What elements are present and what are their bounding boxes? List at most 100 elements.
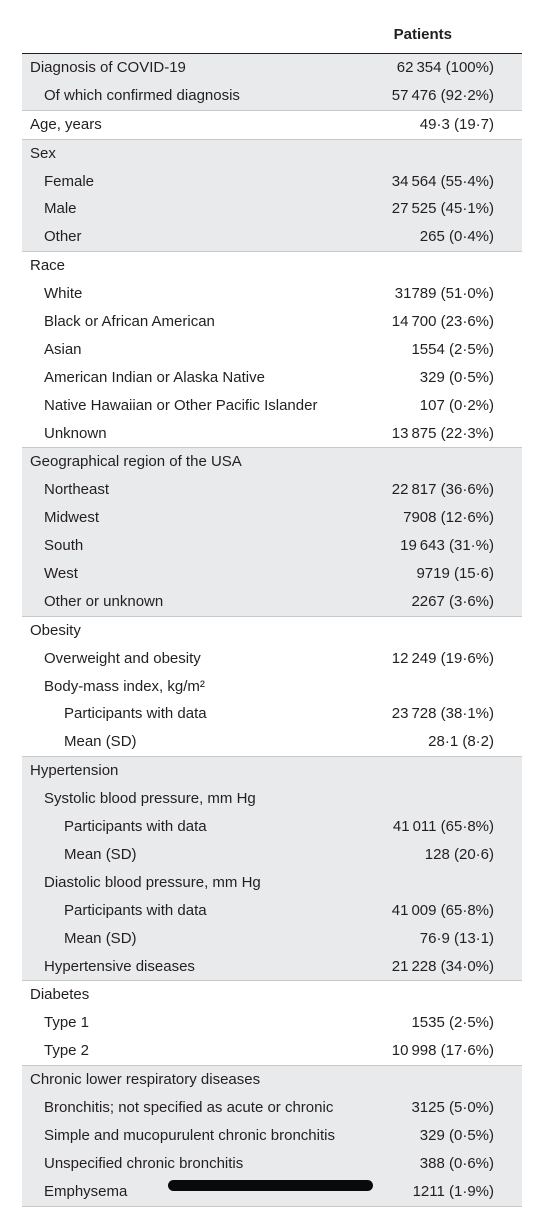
table-row: Chronic lower respiratory diseases [22, 1066, 522, 1094]
row-label: Male [44, 200, 77, 218]
table-row: Other or unknown 2267 (3·6%) [22, 588, 522, 616]
row-label: Hypertensive diseases [44, 957, 195, 975]
table-row: Of which confirmed diagnosis 57 476 (92·2… [22, 82, 522, 110]
table-row: Sex [22, 140, 522, 168]
row-label: Of which confirmed diagnosis [44, 86, 240, 104]
row-value: 49·3 (19·7) [419, 115, 494, 133]
row-label: White [44, 285, 83, 303]
row-label: Midwest [44, 509, 100, 527]
table-row: Geographical region of the USA [22, 448, 522, 476]
table-row: Unknown 13 875 (22·3%) [22, 420, 522, 448]
row-label: Mean (SD) [64, 929, 137, 947]
table-row: Black or African American 14 700 (23·6%) [22, 308, 522, 336]
table-row: Diabetes [22, 981, 522, 1009]
row-label: West [44, 565, 78, 583]
row-value: 28·1 (8·2) [428, 733, 494, 751]
row-value: 22 817 (36·6%) [391, 481, 494, 499]
table-row: Diagnosis of COVID-19 62 354 (100%) [22, 54, 522, 82]
row-label: Sex [30, 144, 56, 162]
table-row: Participants with data 23 728 (38·1%) [22, 700, 522, 728]
row-value: 21 228 (34·0%) [391, 957, 494, 975]
table-section: Obesity Overweight and obesity 12 249 (19·… [22, 616, 522, 758]
row-label: Type 2 [44, 1042, 90, 1060]
row-value: 41 009 (65·8%) [391, 901, 494, 919]
row-label: American Indian or Alaska Native [44, 368, 265, 386]
row-value: 31789 (51·0%) [394, 285, 494, 303]
table-row: Participants with data 41 009 (65·8%) [22, 897, 522, 925]
row-label: Geographical region of the USA [30, 453, 242, 471]
row-label: Mean (SD) [64, 845, 137, 863]
row-value: 12 249 (19·6%) [391, 649, 494, 667]
table-row: Mean (SD) 28·1 (8·2) [22, 728, 522, 756]
row-label: Native Hawaiian or Other Pacific Islande… [44, 396, 318, 414]
patient-characteristics-table: Patients Diagnosis of COVID-19 62 354 (10… [22, 14, 522, 1207]
table-row: South 19 643 (31·%) [22, 532, 522, 560]
row-value: 265 (0·4%) [419, 228, 494, 246]
row-label: Body-mass index, kg/m² [44, 677, 205, 695]
row-label: Participants with data [64, 818, 207, 836]
row-value: 34 564 (55·4%) [391, 172, 494, 190]
table-body: Diagnosis of COVID-19 62 354 (100%) Of whi… [22, 54, 522, 1207]
page-edge [0, 0, 7, 1200]
row-value: 329 (0·5%) [419, 1126, 494, 1144]
row-label: Participants with data [64, 705, 207, 723]
row-value: 1211 (1·9%) [412, 1182, 494, 1200]
table-row: Bronchitis; not specified as acute or ch… [22, 1094, 522, 1122]
row-label: South [44, 537, 84, 555]
row-label: Type 1 [44, 1014, 90, 1032]
table-row: Simple and mucopurulent chronic bronchit… [22, 1122, 522, 1150]
table-header-row: Patients [22, 14, 522, 54]
table-section: Diabetes Type 1 1535 (2·5%) Type 2 10 998 (1… [22, 981, 522, 1067]
row-label: Participants with data [64, 901, 207, 919]
table-row: West 9719 (15·6) [22, 560, 522, 588]
table-row: Unspecified chronic bronchitis 388 (0·6%) [22, 1150, 522, 1178]
row-value: 2267 (3·6%) [411, 592, 494, 610]
table-row: Race [22, 252, 522, 280]
row-label: Diabetes [30, 986, 90, 1004]
table-row: Age, years 49·3 (19·7) [22, 111, 522, 139]
row-value: 9719 (15·6) [416, 565, 494, 583]
row-label: Unknown [44, 424, 107, 442]
table-row: Systolic blood pressure, mm Hg [22, 785, 522, 813]
row-label: Asian [44, 340, 82, 358]
row-label: Northeast [44, 481, 110, 499]
row-value: 388 (0·6%) [419, 1154, 494, 1172]
row-value: 27 525 (45·1%) [391, 200, 494, 218]
row-label: Race [30, 257, 66, 275]
row-label: Emphysema [44, 1182, 128, 1200]
table-row: Hypertension [22, 757, 522, 785]
row-value: 76·9 (13·1) [419, 929, 494, 947]
table-row: Midwest 7908 (12·6%) [22, 504, 522, 532]
row-value: 329 (0·5%) [419, 368, 494, 386]
row-label: Simple and mucopurulent chronic bronchit… [44, 1126, 335, 1144]
table-section: Sex Female 34 564 (55·4%) Male 27 525 (45·1%… [22, 139, 522, 253]
row-label: Age, years [30, 115, 102, 133]
row-value: 57 476 (92·2%) [391, 86, 494, 104]
table-row: Native Hawaiian or Other Pacific Islande… [22, 392, 522, 420]
row-value: 107 (0·2%) [419, 396, 494, 414]
row-label: Diastolic blood pressure, mm Hg [44, 873, 261, 891]
table-row: Asian 1554 (2·5%) [22, 336, 522, 364]
table-row: Mean (SD) 128 (20·6) [22, 841, 522, 869]
row-value: 3125 (5·0%) [411, 1098, 494, 1116]
row-label: Systolic blood pressure, mm Hg [44, 790, 256, 808]
row-label: Overweight and obesity [44, 649, 201, 667]
row-value: 62 354 (100%) [396, 59, 494, 76]
row-label: Black or African American [44, 313, 215, 331]
row-label: Female [44, 172, 95, 190]
patients-column-header: Patients [393, 26, 452, 43]
table-row: Female 34 564 (55·4%) [22, 168, 522, 196]
row-value: 1535 (2·5%) [411, 1014, 494, 1032]
table-row: White 31789 (51·0%) [22, 280, 522, 308]
row-value: 1554 (2·5%) [411, 340, 494, 358]
table-row: Obesity [22, 617, 522, 645]
row-value: 14 700 (23·6%) [391, 313, 494, 331]
home-indicator-bar[interactable] [168, 1180, 373, 1191]
table-row: Body-mass index, kg/m² [22, 673, 522, 701]
row-value: 128 (20·6) [424, 845, 494, 863]
row-value: 13 875 (22·3%) [391, 424, 494, 442]
table-section: Diagnosis of COVID-19 62 354 (100%) Of whi… [22, 54, 522, 111]
row-label: Hypertension [30, 762, 119, 780]
row-value: 7908 (12·6%) [403, 509, 494, 527]
table-row: Male 27 525 (45·1%) [22, 195, 522, 223]
